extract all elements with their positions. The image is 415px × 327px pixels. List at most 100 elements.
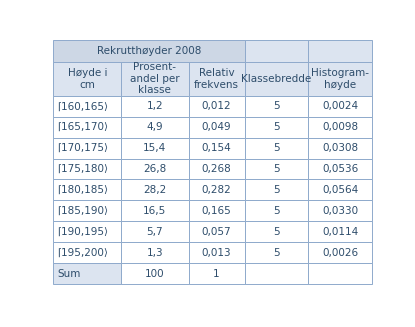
Text: 0,0564: 0,0564 bbox=[322, 185, 358, 195]
Bar bbox=[188, 96, 244, 117]
Bar bbox=[244, 200, 308, 221]
Text: 0,013: 0,013 bbox=[202, 248, 231, 258]
Bar bbox=[188, 117, 244, 138]
Bar bbox=[54, 62, 121, 96]
Bar bbox=[244, 263, 308, 284]
Bar bbox=[308, 242, 372, 263]
Text: Histogram-
høyde: Histogram- høyde bbox=[311, 68, 369, 90]
Bar bbox=[308, 159, 372, 180]
Text: 100: 100 bbox=[145, 268, 165, 279]
Bar bbox=[244, 180, 308, 200]
Bar bbox=[244, 242, 308, 263]
Text: 1,3: 1,3 bbox=[146, 248, 163, 258]
Text: 0,0026: 0,0026 bbox=[322, 248, 358, 258]
Bar bbox=[188, 62, 244, 96]
Bar bbox=[54, 40, 244, 62]
Bar bbox=[188, 200, 244, 221]
Bar bbox=[188, 138, 244, 159]
Bar bbox=[244, 159, 308, 180]
Text: ⌈195,200⟩: ⌈195,200⟩ bbox=[57, 248, 108, 258]
Text: 5: 5 bbox=[273, 248, 280, 258]
Text: 0,0024: 0,0024 bbox=[322, 101, 358, 111]
Bar bbox=[121, 159, 188, 180]
Text: Høyde i
cm: Høyde i cm bbox=[68, 68, 107, 90]
Bar bbox=[54, 159, 121, 180]
Bar bbox=[54, 221, 121, 242]
Text: Sum: Sum bbox=[57, 268, 81, 279]
Text: 5: 5 bbox=[273, 101, 280, 111]
Bar bbox=[54, 200, 121, 221]
Bar bbox=[188, 159, 244, 180]
Text: Klassebredde: Klassebredde bbox=[241, 74, 312, 84]
Text: ⌈175,180⟩: ⌈175,180⟩ bbox=[57, 164, 108, 174]
Text: 5: 5 bbox=[273, 227, 280, 237]
Text: ⌈190,195⟩: ⌈190,195⟩ bbox=[57, 227, 108, 237]
Text: 1: 1 bbox=[213, 268, 220, 279]
Text: 15,4: 15,4 bbox=[143, 143, 166, 153]
Bar bbox=[244, 62, 308, 96]
Bar bbox=[121, 180, 188, 200]
Bar bbox=[121, 221, 188, 242]
Bar bbox=[188, 221, 244, 242]
Bar bbox=[188, 242, 244, 263]
Bar bbox=[121, 263, 188, 284]
Text: 5: 5 bbox=[273, 164, 280, 174]
Text: 0,012: 0,012 bbox=[202, 101, 231, 111]
Text: 5: 5 bbox=[273, 122, 280, 132]
Text: 26,8: 26,8 bbox=[143, 164, 166, 174]
Bar bbox=[308, 180, 372, 200]
Bar bbox=[244, 138, 308, 159]
Text: 0,057: 0,057 bbox=[202, 227, 231, 237]
Bar bbox=[188, 263, 244, 284]
Bar bbox=[308, 200, 372, 221]
Text: 4,9: 4,9 bbox=[146, 122, 163, 132]
Text: 5,7: 5,7 bbox=[146, 227, 163, 237]
Text: ⌈165,170⟩: ⌈165,170⟩ bbox=[57, 122, 108, 132]
Text: 0,165: 0,165 bbox=[202, 206, 232, 216]
Text: 5: 5 bbox=[273, 206, 280, 216]
Bar bbox=[308, 263, 372, 284]
Bar bbox=[244, 117, 308, 138]
Bar bbox=[244, 96, 308, 117]
Text: 5: 5 bbox=[273, 185, 280, 195]
Text: ⌈170,175⟩: ⌈170,175⟩ bbox=[57, 143, 108, 153]
Text: 0,0536: 0,0536 bbox=[322, 164, 358, 174]
Bar bbox=[308, 96, 372, 117]
Text: ⌈185,190⟩: ⌈185,190⟩ bbox=[57, 206, 108, 216]
Bar bbox=[54, 263, 121, 284]
Bar bbox=[244, 40, 308, 62]
Text: 5: 5 bbox=[273, 143, 280, 153]
Bar bbox=[308, 40, 372, 62]
Bar bbox=[308, 221, 372, 242]
Bar bbox=[308, 117, 372, 138]
Text: 0,049: 0,049 bbox=[202, 122, 231, 132]
Text: Rekrutthøyder 2008: Rekrutthøyder 2008 bbox=[97, 46, 201, 56]
Bar bbox=[188, 180, 244, 200]
Bar bbox=[121, 62, 188, 96]
Text: Relativ
frekvens: Relativ frekvens bbox=[194, 68, 239, 90]
Text: ⌈180,185⟩: ⌈180,185⟩ bbox=[57, 185, 108, 195]
Bar bbox=[244, 221, 308, 242]
Bar bbox=[121, 96, 188, 117]
Bar bbox=[121, 117, 188, 138]
Text: 16,5: 16,5 bbox=[143, 206, 166, 216]
Bar bbox=[54, 180, 121, 200]
Bar bbox=[54, 96, 121, 117]
Bar bbox=[121, 138, 188, 159]
Text: 0,154: 0,154 bbox=[202, 143, 232, 153]
Bar bbox=[121, 200, 188, 221]
Text: Prosent-
andel per
klasse: Prosent- andel per klasse bbox=[130, 62, 180, 95]
Bar bbox=[54, 242, 121, 263]
Bar bbox=[308, 138, 372, 159]
Text: 0,282: 0,282 bbox=[202, 185, 232, 195]
Text: 1,2: 1,2 bbox=[146, 101, 163, 111]
Bar bbox=[54, 138, 121, 159]
Text: 0,0098: 0,0098 bbox=[322, 122, 358, 132]
Text: 0,0330: 0,0330 bbox=[322, 206, 358, 216]
Bar bbox=[54, 117, 121, 138]
Text: ⌈160,165⟩: ⌈160,165⟩ bbox=[57, 101, 108, 111]
Text: 0,268: 0,268 bbox=[202, 164, 232, 174]
Text: 0,0114: 0,0114 bbox=[322, 227, 358, 237]
Bar bbox=[121, 242, 188, 263]
Text: 0,0308: 0,0308 bbox=[322, 143, 358, 153]
